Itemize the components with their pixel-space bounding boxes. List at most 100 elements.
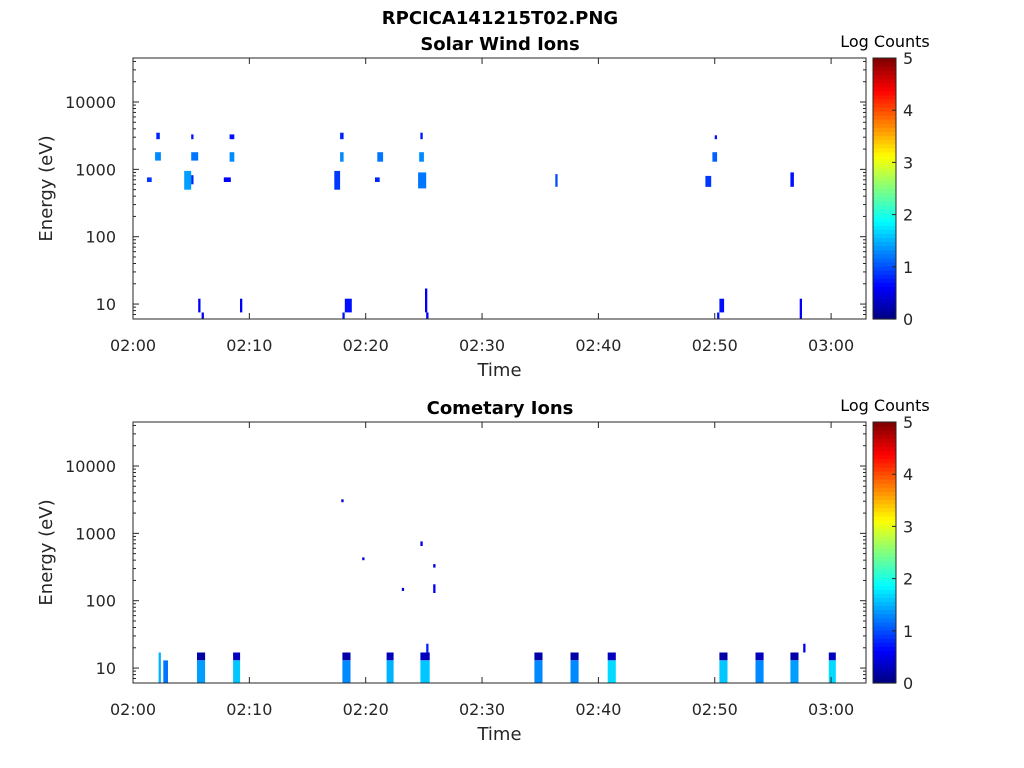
colorbar-tick-label: 0 [903, 310, 913, 329]
x-tick-label: 03:00 [808, 336, 854, 355]
data-cell [342, 312, 345, 319]
data-cell [184, 170, 192, 190]
colorbar-segment [873, 454, 896, 460]
data-cell [803, 643, 806, 653]
colorbar-segment [873, 430, 896, 435]
colorbar-segment [873, 450, 896, 456]
data-cell [534, 660, 543, 683]
colorbar-tick-label: 2 [903, 570, 913, 589]
colorbar-tick-label: 4 [903, 465, 913, 484]
colorbar-segment [873, 314, 896, 320]
data-cell [712, 152, 718, 162]
data-cell [155, 152, 161, 161]
data-cell [223, 177, 231, 182]
colorbar-segment [873, 487, 896, 492]
colorbar-tick-label: 1 [903, 622, 913, 641]
colorbar-segment [873, 282, 896, 287]
colorbar-segment [873, 613, 896, 619]
y-tick-label: 1000 [75, 160, 116, 179]
colorbar-segment [873, 94, 896, 100]
colorbar-segment [873, 208, 896, 214]
colorbar-segment [873, 674, 896, 680]
colorbar-segment [873, 621, 896, 627]
data-cell [420, 541, 423, 546]
data-cell [433, 584, 436, 593]
plot-frame [132, 57, 867, 320]
colorbar-segment [873, 225, 896, 230]
colorbar-segment [873, 115, 896, 120]
y-axis-label: Energy (eV) [36, 135, 57, 241]
data-cell [158, 652, 161, 683]
colorbar-segment [873, 458, 896, 464]
colorbar-segment [873, 438, 896, 443]
data-cell [342, 660, 351, 683]
colorbar-segment [873, 568, 896, 574]
data-cell [555, 174, 558, 187]
colorbar-segment [873, 466, 896, 472]
colorbar-segment [873, 642, 896, 647]
colorbar-segment [873, 678, 896, 684]
colorbar-segment [873, 278, 896, 283]
colorbar-segment [873, 511, 896, 517]
data-cell [755, 660, 764, 683]
data-cell [386, 660, 394, 683]
colorbar-tick-label: 3 [903, 517, 913, 536]
data-cell [156, 132, 160, 140]
colorbar-segment [873, 106, 896, 112]
y-tick-label: 10000 [65, 457, 116, 476]
data-cell [191, 152, 199, 161]
data-cells [158, 499, 836, 683]
data-cell [401, 587, 405, 591]
colorbar-segment [873, 634, 896, 639]
colorbar-segment [873, 491, 896, 497]
data-cell [719, 298, 725, 313]
colorbar-tick-label: 5 [903, 413, 913, 432]
colorbar-segment [873, 495, 896, 501]
data-cell [714, 135, 717, 140]
data-cell [426, 643, 429, 653]
colorbar-label: Log Counts [840, 32, 930, 51]
colorbar-segment [873, 265, 896, 271]
data-cell [425, 288, 428, 313]
x-tick-label: 02:20 [343, 336, 389, 355]
panel-title: Solar Wind Ions [420, 34, 579, 55]
data-cell [344, 298, 352, 313]
colorbar-segment [873, 286, 896, 292]
y-tick-label: 10000 [65, 93, 116, 112]
colorbar-segment [873, 257, 896, 263]
colorbar-segment [873, 249, 896, 255]
data-cell [790, 652, 799, 661]
data-cell [201, 312, 204, 319]
colorbar-segment [873, 422, 896, 427]
data-cells [147, 132, 802, 319]
colorbar-segment [873, 629, 896, 635]
y-axis-label: Energy (eV) [36, 499, 57, 605]
colorbar-segment [873, 131, 896, 137]
colorbar-segment [873, 180, 896, 186]
colorbar-segment [873, 666, 896, 672]
colorbar-segment [873, 552, 896, 558]
colorbar-tick-label: 0 [903, 674, 913, 693]
x-tick-label: 02:00 [110, 700, 156, 719]
colorbar-segment [873, 78, 896, 84]
colorbar-segment [873, 58, 896, 63]
data-cell [240, 298, 243, 313]
colorbar-segment [873, 519, 896, 525]
colorbar-segment [873, 217, 896, 222]
colorbar-segment [873, 270, 896, 275]
data-cell [342, 652, 351, 661]
colorbar-segment [873, 172, 896, 177]
colorbar-segment [873, 212, 896, 218]
colorbar-segment [873, 560, 896, 566]
colorbar-segment [873, 188, 896, 194]
colorbar-segment [873, 523, 896, 529]
colorbar-segment [873, 196, 896, 202]
colorbar-segment [873, 601, 896, 607]
data-cell [197, 660, 206, 683]
data-cell [607, 652, 616, 661]
data-cell [799, 298, 802, 319]
colorbar-segment [873, 426, 896, 431]
colorbar-segment [873, 298, 896, 304]
